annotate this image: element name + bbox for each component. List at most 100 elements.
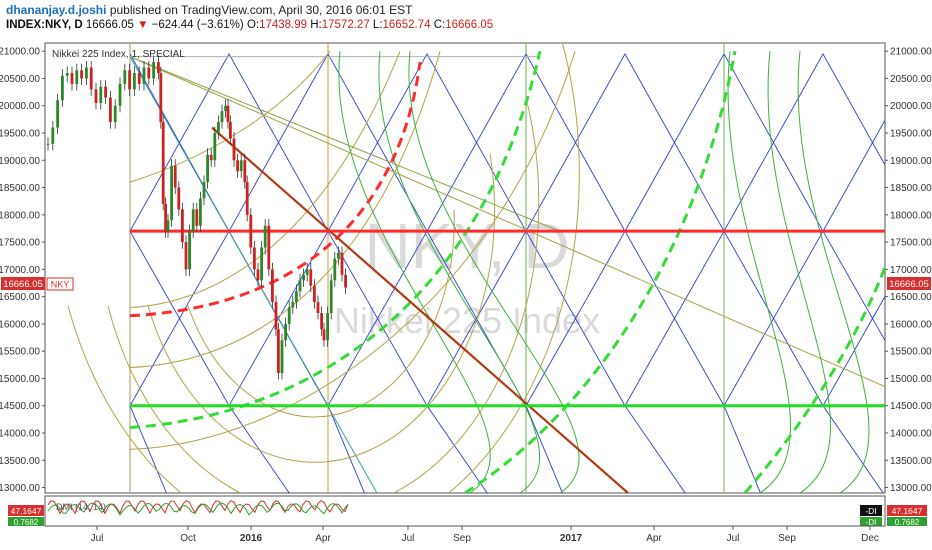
candle-body	[236, 160, 239, 172]
candle-body	[195, 209, 199, 226]
candle-body	[75, 70, 79, 84]
y-tick-label: 21000.00	[890, 47, 932, 58]
last-price: 16666.05	[85, 19, 134, 31]
published-text: published on TradingView.com, April 30, …	[109, 3, 413, 17]
publish-line: dhananjay.d.joshi published on TradingVi…	[6, 3, 412, 17]
y-tick-label: 18000.00	[0, 210, 40, 221]
candle-body	[245, 182, 249, 215]
candle-body	[70, 73, 74, 84]
candle-body	[284, 323, 287, 341]
fan-line	[129, 56, 561, 232]
gann-arc	[129, 50, 331, 183]
y-tick-label: 17500.00	[0, 238, 40, 249]
candle-body	[113, 105, 117, 123]
candle-body	[224, 105, 227, 112]
down-trendline	[211, 126, 629, 493]
candle-body	[152, 62, 155, 79]
candle-body	[267, 225, 271, 270]
y-tick-label: 17000.00	[890, 265, 932, 276]
chart-header: dhananjay.d.joshi published on TradingVi…	[0, 0, 932, 38]
y-tick-label: 13000.00	[0, 483, 40, 494]
candle-body	[291, 302, 295, 308]
dmi-left-tags: 47.1647 0.7682	[8, 505, 44, 527]
candle-body	[133, 73, 136, 90]
right-price-tag-text: 16666.05	[889, 279, 929, 290]
high-value: 17572.27	[321, 19, 370, 31]
candle-body	[316, 302, 320, 313]
gann-arc-green	[767, 51, 831, 493]
y-tick-label: 18500.00	[890, 183, 932, 194]
y-tick-label: 20000.00	[0, 101, 40, 112]
candle-body	[232, 138, 236, 161]
candle-body	[287, 307, 291, 324]
open-value: 17438.99	[259, 19, 308, 31]
y-tick-label: 13500.00	[0, 456, 40, 467]
symbol-tag: NKY	[46, 277, 74, 291]
dmi-right-value: 47.1647	[892, 506, 923, 516]
candle-body	[184, 242, 188, 270]
gann-arc-green	[408, 51, 580, 493]
projection-arc-red	[129, 61, 422, 318]
candle-body	[51, 127, 55, 144]
gann-grid-line	[228, 405, 290, 493]
candle-body	[239, 160, 243, 172]
dmi-left-value2: 0.7682	[14, 518, 39, 527]
quote-line: INDEX:NKY, D 16666.05 ▼ −624.44 (−3.61%)…	[6, 19, 493, 31]
gann-arc-green	[797, 51, 870, 493]
gann-drawings	[67, 43, 885, 493]
y-tick-label: 18000.00	[890, 210, 932, 221]
candle-body	[177, 187, 181, 210]
candle-body	[209, 154, 213, 161]
open-label: O:	[246, 19, 260, 31]
y-tick-label: 15500.00	[890, 347, 932, 358]
candle-body	[295, 291, 298, 303]
candle-body	[298, 280, 302, 292]
candle-body	[280, 340, 284, 373]
price-chart[interactable]: NKY, D Nikkei 225 Index Nikkei 225 Index…	[0, 38, 932, 550]
candle-body	[320, 313, 323, 330]
candle-body	[213, 133, 217, 161]
x-tick-label: 2016	[240, 533, 263, 544]
candle-body	[322, 329, 326, 341]
y-tick-label: 19000.00	[890, 156, 932, 167]
right-price-tag: 16666.05	[887, 277, 931, 290]
y-tick-label: 13000.00	[890, 483, 932, 494]
candle-body	[243, 160, 247, 183]
y-tick-label: 19500.00	[890, 129, 932, 140]
watermark-symbol: NKY, D	[364, 210, 569, 282]
y-tick-label: 19000.00	[0, 156, 40, 167]
candle-body	[305, 269, 309, 275]
change-value: −624.44 (−3.61%)	[151, 19, 244, 31]
gann-arc	[187, 209, 455, 418]
down-arrow-icon: ▼	[137, 19, 149, 31]
gann-arc	[129, 51, 576, 450]
candle-body	[164, 203, 167, 232]
left-price-tag-text: 16666.05	[3, 279, 43, 290]
y-tick-label: 15000.00	[890, 374, 932, 385]
candle-body	[326, 313, 329, 341]
right-price-axis: 21000.00 20500.00 20000.00 19500.00 19000.00…	[885, 47, 932, 494]
author-link[interactable]: dhananjay.d.joshi	[6, 3, 107, 17]
candle-body	[277, 329, 280, 373]
candle-body	[46, 143, 50, 145]
y-tick-label: 17500.00	[890, 238, 932, 249]
candle-body	[329, 280, 333, 313]
candle-body	[309, 269, 313, 286]
y-tick-label: 16500.00	[890, 292, 932, 303]
y-tick-label: 15500.00	[0, 347, 40, 358]
y-tick-label: 21000.00	[0, 47, 40, 58]
candle-body	[229, 122, 232, 139]
fan-line	[129, 56, 378, 493]
candle-body	[271, 269, 274, 303]
dmi-right-tags: -DI 47.1647 -DI 0.7682	[860, 505, 927, 527]
x-tick-label: Apr	[315, 533, 331, 544]
dmi-left-value: 47.1647	[11, 506, 42, 516]
projection-arc	[129, 50, 542, 430]
candle-body	[302, 274, 305, 281]
candle-body	[85, 67, 88, 79]
high-label: H:	[310, 19, 322, 31]
candle-body	[188, 231, 191, 270]
dmi-label: DMI (14, 14)	[56, 502, 106, 512]
y-tick-label: 14500.00	[890, 401, 932, 412]
candle-body	[191, 209, 195, 232]
